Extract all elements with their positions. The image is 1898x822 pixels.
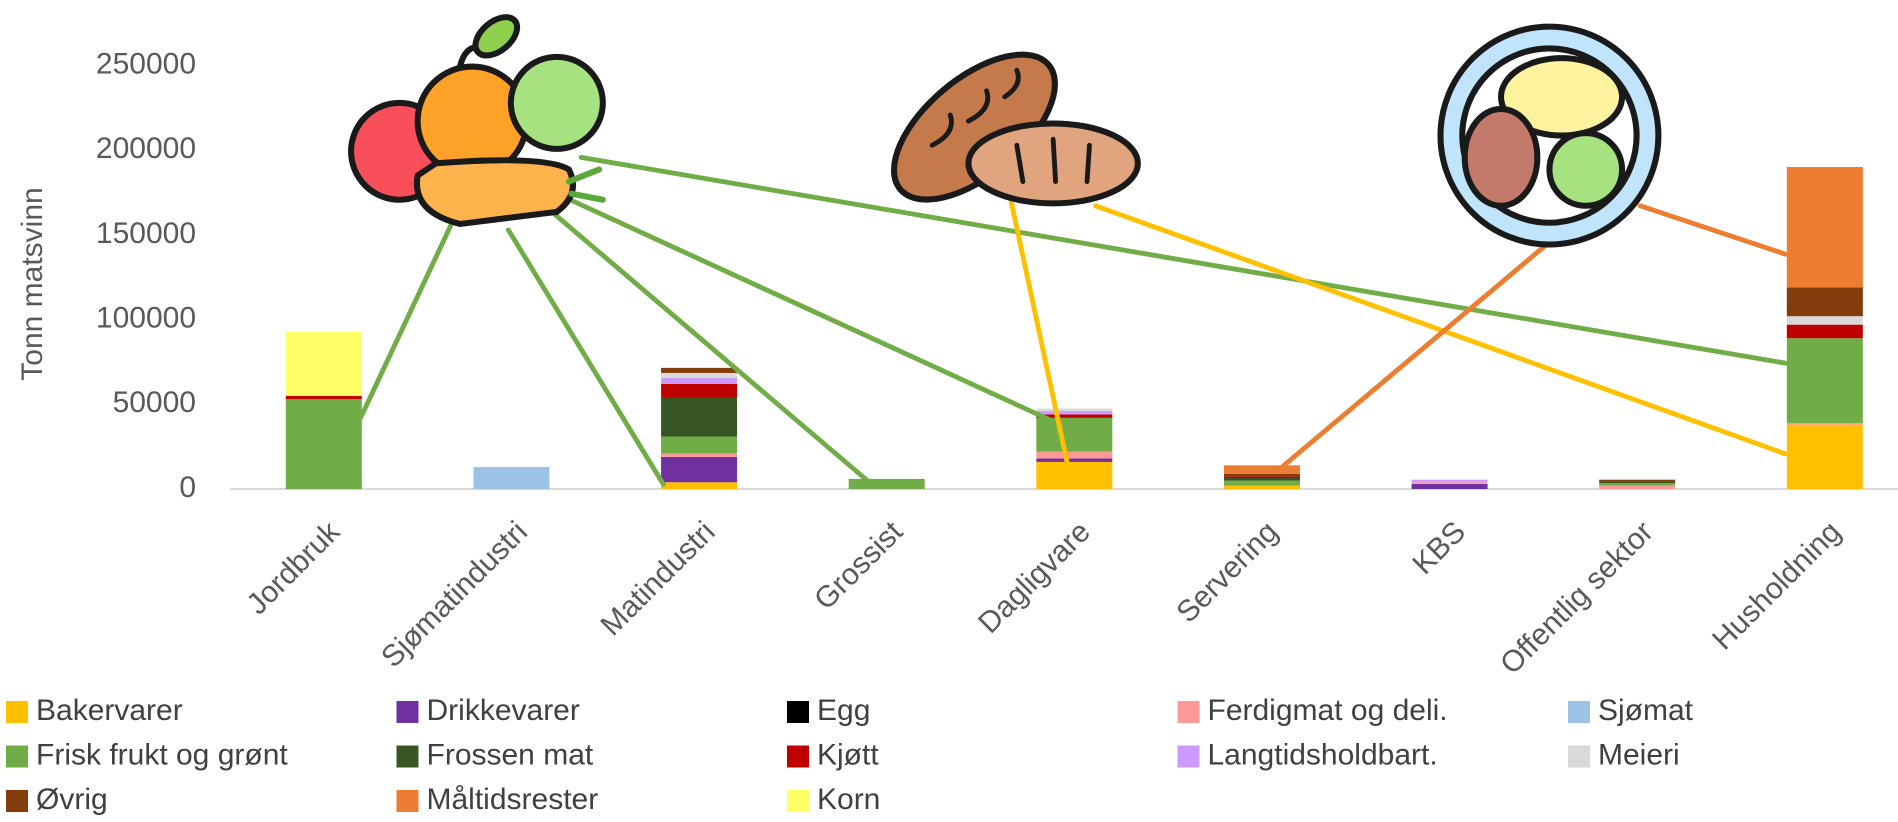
y-tick-label: 0	[179, 471, 196, 504]
x-tick-label: Servering	[1170, 515, 1284, 629]
y-axis-title: Tonn matsvinn	[16, 187, 49, 380]
bar-segment	[1786, 424, 1863, 490]
bar-segment	[473, 467, 550, 490]
bar-segment	[1786, 422, 1863, 425]
bar-segment	[1223, 473, 1300, 477]
illustrations	[348, 14, 1788, 487]
bar-segment	[661, 456, 738, 483]
bar-segment	[285, 331, 362, 396]
legend-label: Kjøtt	[817, 738, 879, 771]
bar-segment	[1223, 476, 1300, 479]
bar-segment	[285, 395, 362, 400]
x-tick-label: Jordbruk	[240, 515, 347, 622]
bar-segment	[1223, 480, 1300, 486]
x-tick-label: Grossist	[808, 515, 910, 617]
legend-swatch	[1177, 745, 1200, 768]
legend-label: Langtidsholdbart.	[1208, 738, 1438, 771]
legend-swatch	[6, 745, 28, 768]
legend-label: Måltidsrester	[427, 783, 599, 816]
bar-segment	[1036, 461, 1113, 490]
legend-swatch	[396, 745, 419, 768]
bar-segment	[1411, 483, 1488, 490]
y-tick-label: 250000	[96, 47, 196, 80]
bar-segment	[661, 383, 738, 398]
x-tick-label: Dagligvare	[972, 515, 1097, 640]
legend-label: Sjømat	[1598, 694, 1694, 727]
bar-segment	[661, 436, 738, 454]
legend-swatch	[6, 790, 28, 812]
bar-segment	[661, 378, 738, 384]
bar-segment	[1411, 482, 1488, 484]
bar-segment	[1599, 479, 1676, 482]
x-tick-label: Sjømatindustri	[375, 515, 534, 674]
legend-swatch	[396, 701, 419, 723]
y-tick-label: 150000	[96, 217, 196, 250]
bar-segment	[661, 482, 738, 490]
bar-segment	[661, 397, 738, 437]
x-tick-label: KBS	[1406, 515, 1472, 581]
legend-label: Frossen mat	[427, 738, 594, 771]
bar-segment	[1786, 316, 1863, 325]
legend-swatch	[1568, 701, 1590, 723]
bar-segment	[1411, 479, 1488, 483]
bar-segment	[1599, 481, 1676, 484]
x-tick-label: Husholdning	[1706, 515, 1847, 656]
legend-label: Ferdigmat og deli.	[1208, 694, 1448, 727]
y-tick-label: 100000	[96, 301, 196, 334]
bar-segment	[1786, 167, 1863, 288]
bar-segment	[1036, 411, 1113, 415]
legend-label: Drikkevarer	[427, 694, 580, 727]
legend-swatch	[787, 745, 809, 768]
legend-swatch	[6, 701, 28, 723]
bar-segment	[1036, 408, 1113, 412]
bar-segment	[1786, 324, 1863, 339]
bar-segment	[285, 399, 362, 490]
legend-label: Korn	[817, 783, 880, 816]
legend-swatch	[787, 790, 809, 812]
legend-swatch	[1177, 701, 1200, 723]
bar-segment	[661, 453, 738, 457]
x-tick-label: Matindustri	[595, 515, 722, 642]
x-tick-label: Offentlig sektor	[1494, 515, 1660, 681]
y-tick-label: 200000	[96, 132, 196, 165]
legend-label: Egg	[817, 694, 870, 727]
bar-segment	[1786, 287, 1863, 317]
bar-segment	[1223, 485, 1300, 490]
legend-label: Øvrig	[36, 783, 108, 816]
bar-segment	[1036, 451, 1113, 459]
legend-label: Meieri	[1598, 738, 1680, 771]
legend-swatch	[787, 701, 809, 723]
bar-segment	[848, 478, 925, 490]
bar-segment	[1786, 338, 1863, 423]
bar-segment	[661, 367, 738, 373]
bar-segment	[1223, 478, 1300, 481]
legend-swatch	[1568, 745, 1590, 768]
bar-segment	[1223, 465, 1300, 474]
bar-segment	[1599, 485, 1676, 490]
bar-segment	[1599, 483, 1676, 486]
bar-segment	[661, 372, 738, 379]
bar-segment	[1036, 458, 1113, 462]
legend-label: Bakervarer	[36, 694, 183, 727]
y-tick-label: 50000	[113, 386, 196, 419]
legend-swatch	[396, 790, 419, 812]
bar-segment	[1036, 417, 1113, 452]
legend-label: Frisk frukt og grønt	[36, 738, 288, 771]
bar-segment	[1036, 414, 1113, 418]
